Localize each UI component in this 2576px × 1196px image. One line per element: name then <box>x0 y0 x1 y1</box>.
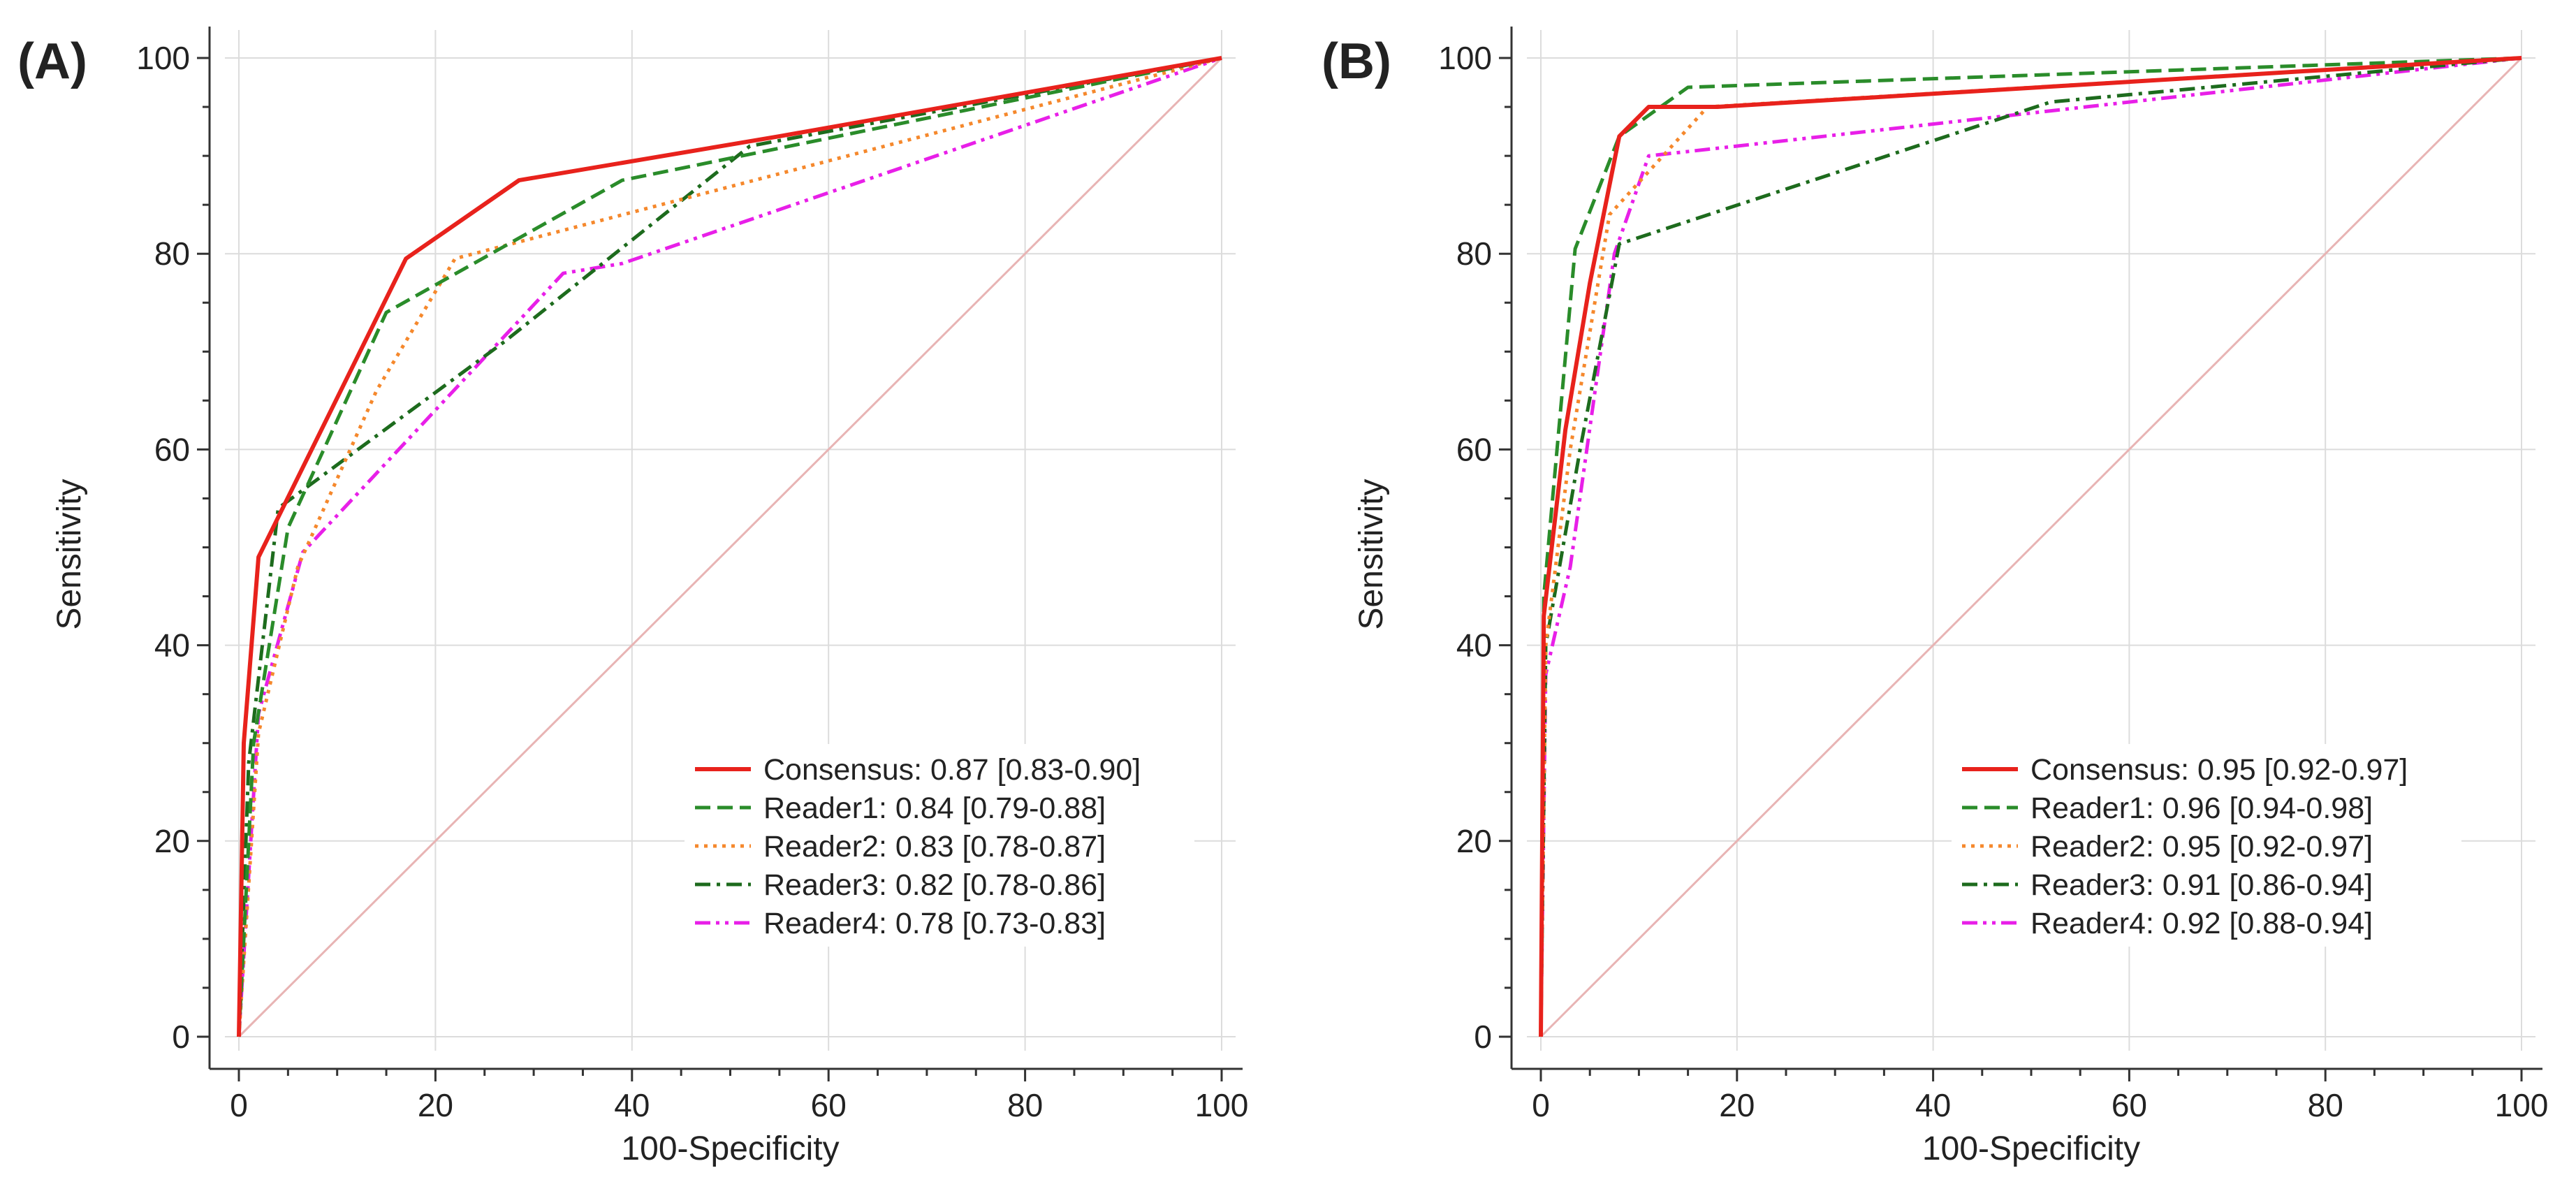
panel-a-label: (A) <box>17 34 87 89</box>
legend-entry-reader2: Reader2: 0.83 [0.78-0.87] <box>763 830 1106 863</box>
legend-entry-reader4: Reader4: 0.78 [0.73-0.83] <box>763 907 1106 940</box>
legend-entry-reader2: Reader2: 0.95 [0.92-0.97] <box>2030 830 2373 863</box>
panel-a-series-layer <box>237 56 1222 1037</box>
panel-a-reference-line <box>237 57 1223 1038</box>
y-tick-label: 80 <box>154 235 190 272</box>
roc-curve-reader2 <box>237 56 1222 1037</box>
panel-b-x-axis-label: 100-Specificity <box>1922 1130 2140 1167</box>
x-tick-label: 80 <box>1007 1087 1043 1123</box>
legend-entry-reader3: Reader3: 0.91 [0.86-0.94] <box>2030 868 2373 902</box>
legend-box <box>685 744 1194 947</box>
panel-a-gridlines <box>225 30 1236 1051</box>
legend-entry-reader1: Reader1: 0.84 [0.79-0.88] <box>763 792 1106 825</box>
panel-b-label: (B) <box>1322 34 1391 89</box>
roc-curve-consensus <box>237 56 1222 1037</box>
panel-a-x-axis-label: 100-Specificity <box>621 1130 839 1167</box>
y-tick-label: 100 <box>136 40 190 76</box>
roc-curve-consensus <box>1539 56 2522 1037</box>
x-tick-label: 40 <box>614 1087 650 1123</box>
panel-a-axes <box>197 27 1243 1081</box>
panel-b-reference-line <box>1539 57 2523 1038</box>
y-tick-label: 20 <box>1456 823 1492 859</box>
panel-a: (A) 0 20 40 60 80 100 0 20 40 60 80 100 … <box>17 27 1248 1167</box>
roc-curve-reader1 <box>237 56 1222 1037</box>
legend-entry-consensus: Consensus: 0.95 [0.92-0.97] <box>2030 753 2408 787</box>
x-tick-label: 0 <box>1532 1087 1550 1123</box>
x-tick-label: 60 <box>811 1087 847 1123</box>
x-tick-label: 80 <box>2308 1087 2343 1123</box>
legend-box <box>1952 744 2461 947</box>
panel-b-legend: Consensus: 0.95 [0.92-0.97] Reader1: 0.9… <box>1952 744 2461 947</box>
y-tick-label: 60 <box>154 431 190 467</box>
y-tick-label: 0 <box>172 1019 190 1055</box>
legend-entry-consensus: Consensus: 0.87 [0.83-0.90] <box>763 753 1141 787</box>
panel-b-axes <box>1499 27 2542 1081</box>
panel-a-y-tick-labels: 0 20 40 60 80 100 <box>136 40 190 1055</box>
legend-entry-reader3: Reader3: 0.82 [0.78-0.86] <box>763 868 1106 902</box>
reference-diagonal <box>1539 57 2523 1038</box>
x-tick-label: 20 <box>418 1087 453 1123</box>
panel-b-y-axis-label: Sensitivity <box>1353 479 1390 629</box>
x-tick-label: 100 <box>1195 1087 1249 1123</box>
roc-curve-reader3 <box>237 56 1222 1037</box>
y-tick-label: 100 <box>1438 40 1492 76</box>
panel-b: (B) 0 20 40 60 80 100 0 20 40 60 80 100 … <box>1322 27 2548 1167</box>
y-tick-label: 40 <box>1456 627 1492 664</box>
y-tick-label: 0 <box>1474 1019 1492 1055</box>
panel-a-x-tick-labels: 0 20 40 60 80 100 <box>230 1087 1248 1123</box>
legend-entry-reader1: Reader1: 0.96 [0.94-0.98] <box>2030 792 2373 825</box>
panel-b-series-layer <box>1539 56 2522 1037</box>
x-tick-label: 60 <box>2112 1087 2147 1123</box>
y-tick-label: 80 <box>1456 235 1492 272</box>
x-tick-label: 100 <box>2495 1087 2549 1123</box>
x-tick-label: 20 <box>1719 1087 1755 1123</box>
panel-a-legend: Consensus: 0.87 [0.83-0.90] Reader1: 0.8… <box>685 744 1194 947</box>
y-tick-label: 40 <box>154 627 190 664</box>
y-tick-label: 60 <box>1456 431 1492 467</box>
y-tick-label: 20 <box>154 823 190 859</box>
x-tick-label: 40 <box>1915 1087 1951 1123</box>
roc-curve-reader4 <box>1539 56 2522 1037</box>
panel-b-y-tick-labels: 0 20 40 60 80 100 <box>1438 40 1492 1055</box>
legend-entry-reader4: Reader4: 0.92 [0.88-0.94] <box>2030 907 2373 940</box>
panel-b-x-tick-labels: 0 20 40 60 80 100 <box>1532 1087 2548 1123</box>
panel-a-y-axis-label: Sensitivity <box>51 479 88 629</box>
reference-diagonal <box>237 57 1223 1038</box>
x-tick-label: 0 <box>230 1087 248 1123</box>
